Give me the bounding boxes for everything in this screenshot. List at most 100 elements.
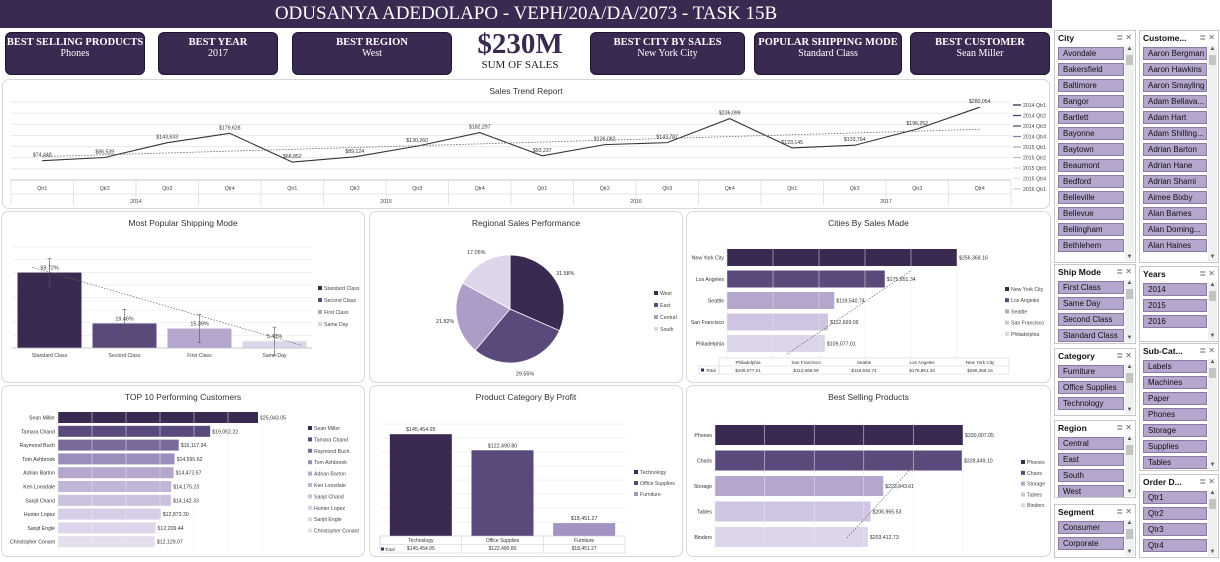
- slicer-item[interactable]: Technology: [1058, 397, 1124, 410]
- scroll-down-icon[interactable]: ▼: [1126, 335, 1133, 341]
- slicer-item[interactable]: Tables: [1143, 456, 1207, 469]
- scroll-thumb[interactable]: [1126, 55, 1133, 65]
- regional-sales-panel[interactable]: Regional Sales Performance 31.58% 29.55% 2…: [369, 211, 683, 383]
- slicer-item[interactable]: Supplies: [1143, 440, 1207, 453]
- scroll-up-icon[interactable]: ▲: [1209, 46, 1216, 52]
- slicer-item[interactable]: Adam Hart: [1143, 111, 1207, 124]
- slicer-sub-category[interactable]: Sub-Cat... ≣ ✕ Labels Machines Paper Phones St…: [1139, 343, 1219, 471]
- scroll-down-icon[interactable]: ▼: [1209, 462, 1216, 468]
- category-profit-panel[interactable]: Product Category By Profit $145,454.95 Te…: [369, 385, 683, 557]
- slicer-item[interactable]: Alan Haines: [1143, 239, 1207, 252]
- filter-icon[interactable]: ≣ ✕: [1116, 267, 1132, 276]
- slicer-item[interactable]: Office Supplies: [1058, 381, 1124, 394]
- slicer-item[interactable]: West: [1058, 485, 1124, 497]
- slicer-item[interactable]: First Class: [1058, 281, 1124, 294]
- slicer-item[interactable]: Bakersfield: [1058, 63, 1124, 76]
- slicer-scrollbar[interactable]: ▲ ▼: [1125, 520, 1134, 556]
- slicer-item[interactable]: Aaron Hawkins: [1143, 63, 1207, 76]
- scroll-down-icon[interactable]: ▼: [1126, 254, 1133, 260]
- slicer-city[interactable]: City ≣ ✕ Avondale Bakersfield Baltimore Bango…: [1054, 30, 1136, 263]
- slicer-scrollbar[interactable]: ▲ ▼: [1125, 364, 1134, 414]
- slicer-item[interactable]: Alan Doming...: [1143, 223, 1207, 236]
- slicer-item[interactable]: Qtr4: [1143, 539, 1207, 552]
- slicer-scrollbar[interactable]: ▲ ▼: [1208, 282, 1217, 340]
- slicer-item[interactable]: Paper: [1143, 392, 1207, 405]
- scroll-thumb[interactable]: [1126, 289, 1133, 299]
- slicer-item[interactable]: Aaron Bergman: [1143, 47, 1207, 60]
- slicer-item[interactable]: Same Day: [1058, 297, 1124, 310]
- slicer-item[interactable]: Adam Bellava...: [1143, 95, 1207, 108]
- slicer-category[interactable]: Category ≣ ✕ Furniture Office Supplies Techn…: [1054, 348, 1136, 416]
- slicer-item[interactable]: Bedford: [1058, 175, 1124, 188]
- slicer-region[interactable]: Region ≣ ✕ Central East South West ▲ ▼: [1054, 420, 1136, 498]
- slicer-item[interactable]: Machines: [1143, 376, 1207, 389]
- scroll-thumb[interactable]: [1126, 445, 1133, 455]
- slicer-item[interactable]: Adrian Barton: [1143, 143, 1207, 156]
- slicer-scrollbar[interactable]: ▲ ▼: [1208, 359, 1217, 469]
- filter-icon[interactable]: ≣ ✕: [1199, 33, 1215, 42]
- slicer-item[interactable]: Alan Barnes: [1143, 207, 1207, 220]
- slicer-item[interactable]: Bellevue: [1058, 207, 1124, 220]
- slicer-item[interactable]: Furniture: [1058, 365, 1124, 378]
- filter-icon[interactable]: ≣ ✕: [1199, 477, 1215, 486]
- scroll-thumb[interactable]: [1209, 55, 1216, 65]
- scroll-thumb[interactable]: [1126, 529, 1133, 539]
- slicer-item[interactable]: 2014: [1143, 283, 1207, 296]
- scroll-down-icon[interactable]: ▼: [1126, 549, 1133, 555]
- scroll-down-icon[interactable]: ▼: [1126, 407, 1133, 413]
- scroll-down-icon[interactable]: ▼: [1209, 254, 1216, 260]
- slicer-item[interactable]: Adrian Shami: [1143, 175, 1207, 188]
- slicer-scrollbar[interactable]: ▲ ▼: [1125, 280, 1134, 342]
- slicer-item[interactable]: 2016: [1143, 315, 1207, 328]
- scroll-up-icon[interactable]: ▲: [1209, 359, 1216, 365]
- scroll-down-icon[interactable]: ▼: [1126, 489, 1133, 495]
- slicer-years[interactable]: Years ≣ ✕ 2014 2015 2016 ▲ ▼: [1139, 266, 1219, 342]
- slicer-item[interactable]: Standard Class: [1058, 329, 1124, 342]
- slicer-item[interactable]: Bartlett: [1058, 111, 1124, 124]
- slicer-ship-mode[interactable]: Ship Mode ≣ ✕ First Class Same Day Second Cl…: [1054, 264, 1136, 344]
- cities-sales-panel[interactable]: Cities By Sales Made New York City $256,3…: [686, 211, 1051, 383]
- filter-icon[interactable]: ≣ ✕: [1116, 33, 1132, 42]
- best-products-panel[interactable]: Best Selling Products Phones $330,007.05 C…: [686, 385, 1051, 557]
- slicer-item[interactable]: Consumer: [1058, 521, 1124, 534]
- filter-icon[interactable]: ≣ ✕: [1116, 507, 1132, 516]
- scroll-thumb[interactable]: [1209, 291, 1216, 301]
- sales-trend-panel[interactable]: Sales Trend Report $74,448 $86,539 $143,63…: [2, 79, 1050, 209]
- slicer-scrollbar[interactable]: ▲ ▼: [1208, 46, 1217, 261]
- filter-icon[interactable]: ≣ ✕: [1116, 423, 1132, 432]
- slicer-item[interactable]: Bellingham: [1058, 223, 1124, 236]
- scroll-down-icon[interactable]: ▼: [1209, 549, 1216, 555]
- scroll-up-icon[interactable]: ▲: [1209, 490, 1216, 496]
- slicer-item[interactable]: Adrian Hane: [1143, 159, 1207, 172]
- filter-icon[interactable]: ≣ ✕: [1199, 346, 1215, 355]
- slicer-item[interactable]: Baytown: [1058, 143, 1124, 156]
- filter-icon[interactable]: ≣ ✕: [1116, 351, 1132, 360]
- scroll-thumb[interactable]: [1209, 368, 1216, 378]
- slicer-item[interactable]: Beaumont: [1058, 159, 1124, 172]
- slicer-item[interactable]: Central: [1058, 437, 1124, 450]
- slicer-customer[interactable]: Custome... ≣ ✕ Aaron Bergman Aaron Hawkins A…: [1139, 30, 1219, 263]
- slicer-item[interactable]: South: [1058, 469, 1124, 482]
- scroll-thumb[interactable]: [1126, 373, 1133, 383]
- slicer-item[interactable]: Qtr1: [1143, 491, 1207, 504]
- slicer-scrollbar[interactable]: ▲ ▼: [1125, 46, 1134, 261]
- scroll-up-icon[interactable]: ▲: [1126, 436, 1133, 442]
- scroll-up-icon[interactable]: ▲: [1126, 46, 1133, 52]
- slicer-item[interactable]: Bayonne: [1058, 127, 1124, 140]
- scroll-up-icon[interactable]: ▲: [1209, 282, 1216, 288]
- slicer-item[interactable]: Second Class: [1058, 313, 1124, 326]
- slicer-item[interactable]: Baltimore: [1058, 79, 1124, 92]
- scroll-up-icon[interactable]: ▲: [1126, 280, 1133, 286]
- slicer-item[interactable]: Qtr2: [1143, 507, 1207, 520]
- top-customers-panel[interactable]: TOP 10 Performing Customers Sean Miller $…: [1, 385, 365, 557]
- slicer-item[interactable]: Storage: [1143, 424, 1207, 437]
- slicer-item[interactable]: Corporate: [1058, 537, 1124, 550]
- slicer-item[interactable]: Aaron Smayling: [1143, 79, 1207, 92]
- scroll-thumb[interactable]: [1209, 499, 1216, 509]
- filter-icon[interactable]: ≣ ✕: [1199, 269, 1215, 278]
- scroll-down-icon[interactable]: ▼: [1209, 333, 1216, 339]
- slicer-item[interactable]: Bangor: [1058, 95, 1124, 108]
- slicer-item[interactable]: Labels: [1143, 360, 1207, 373]
- slicer-item[interactable]: Bethlehem: [1058, 239, 1124, 252]
- slicer-item[interactable]: Phones: [1143, 408, 1207, 421]
